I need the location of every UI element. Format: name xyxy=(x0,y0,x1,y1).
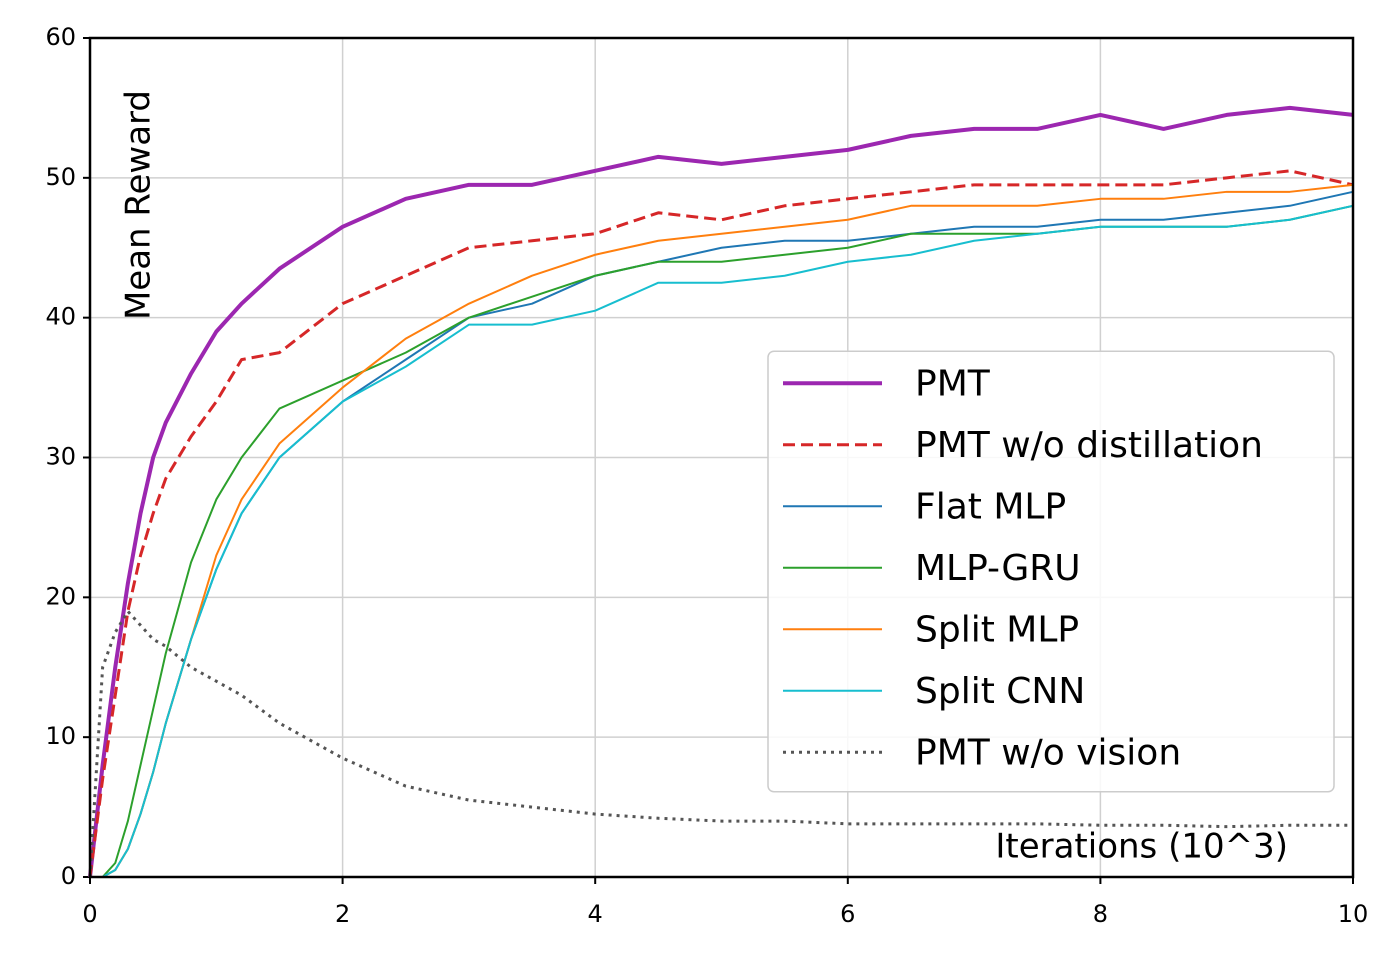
x-tick-label: 6 xyxy=(840,900,855,928)
legend-label: Flat MLP xyxy=(915,486,1066,527)
series-line xyxy=(90,204,1354,878)
legend-label: MLP-GRU xyxy=(915,548,1081,589)
x-tick-label: 0 xyxy=(82,900,97,928)
series-line xyxy=(88,169,1354,878)
x-tick-label: 10 xyxy=(1338,900,1369,928)
y-tick-label: 20 xyxy=(45,582,76,610)
legend-label: PMT xyxy=(915,363,991,404)
y-axis-label: Mean Reward xyxy=(119,90,159,320)
x-tick-label: 2 xyxy=(335,900,350,928)
y-tick-label: 40 xyxy=(45,303,76,331)
y-tick-label: 60 xyxy=(45,23,76,51)
legend-label: Split CNN xyxy=(915,671,1085,712)
y-tick-label: 0 xyxy=(61,862,76,890)
y-tick-label: 30 xyxy=(45,443,76,471)
legend-label: PMT w/o distillation xyxy=(915,425,1263,466)
y-tick-label: 10 xyxy=(45,722,76,750)
x-tick-label: 8 xyxy=(1093,900,1108,928)
x-tick-label: 4 xyxy=(588,900,603,928)
legend-label: PMT w/o vision xyxy=(915,732,1181,773)
legend: PMT PMT w/o distillation Flat MLP MLP-GRU Sp… xyxy=(767,350,1335,793)
y-tick-label: 50 xyxy=(45,163,76,191)
x-axis-label: Iterations (10^3) xyxy=(995,827,1288,867)
legend-label: Split MLP xyxy=(915,609,1079,650)
series-line xyxy=(88,105,1354,878)
legend-box xyxy=(767,350,1335,793)
plot-frame xyxy=(88,36,1355,879)
